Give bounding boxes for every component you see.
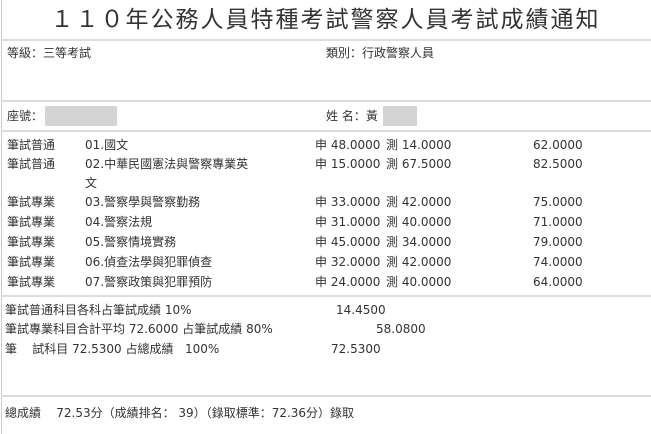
subject-name: 03.警察學與警察勤務	[85, 195, 201, 209]
subject-name: 06.偵查法學與犯罪偵查	[85, 255, 213, 269]
summary-professional-value: 58.0800	[376, 322, 426, 336]
page-title: １１０年公務人員特種考試警察人員考試成績通知	[50, 7, 601, 33]
subject-name: 05.警察情境實務	[85, 235, 177, 249]
seat-number-label: 座號：	[7, 109, 44, 123]
subject-total-score: 75.0000	[533, 195, 583, 209]
subject-type: 筆試專業	[7, 255, 56, 269]
summary-general-value: 14.4500	[336, 303, 386, 317]
subject-total-score: 71.0000	[533, 215, 583, 229]
subject-score-a: 申 24.0000	[315, 275, 381, 289]
subject-type: 筆試專業	[7, 195, 56, 209]
subject-score-b: 測 40.0000	[386, 275, 452, 289]
subject-total-score: 62.0000	[533, 138, 583, 152]
subject-score-b: 測 42.0000	[386, 255, 452, 269]
subject-total-score: 74.0000	[533, 255, 583, 269]
subject-type: 筆試專業	[7, 275, 56, 289]
divider	[1, 295, 651, 297]
divider	[1, 395, 651, 397]
subject-type: 筆試普通	[7, 138, 56, 152]
exam-category: 類別：行政警察人員	[326, 46, 435, 60]
redacted-seat-number	[45, 106, 117, 126]
subject-score-a: 申 32.0000	[315, 255, 381, 269]
total-score-result: 總成績 72.53分（成績排名： 39）（錄取標準：72.36分）錄取	[5, 406, 355, 420]
subject-name: 01.國文	[85, 138, 129, 152]
divider	[1, 130, 651, 132]
summary-written-value: 72.5300	[331, 342, 381, 356]
subject-name-continued: 文	[85, 176, 98, 190]
subject-total-score: 64.0000	[533, 275, 583, 289]
subject-score-b: 測 67.5000	[386, 157, 452, 171]
subject-total-score: 79.0000	[533, 235, 583, 249]
subject-name: 04.警察法規	[85, 215, 153, 229]
redacted-name	[383, 106, 417, 126]
summary-written-label: 筆 試科目 72.5300 占總成績 100%	[5, 342, 220, 356]
subject-type: 筆試普通	[7, 157, 56, 171]
summary-general-label: 筆試普通科目各科占筆試成績 10%	[5, 303, 192, 317]
subject-name: 07.警察政策與犯罪預防	[85, 275, 213, 289]
subject-name: 02.中華民國憲法與警察專業英	[85, 157, 249, 171]
subject-type: 筆試專業	[7, 235, 56, 249]
exam-level: 等級：三等考試	[7, 46, 92, 60]
subject-score-a: 申 48.0000	[315, 138, 381, 152]
name-label: 姓 名：黃	[326, 109, 378, 123]
subject-score-a: 申 45.0000	[315, 235, 381, 249]
subject-score-b: 測 34.0000	[386, 235, 452, 249]
subject-score-a: 申 31.0000	[315, 215, 381, 229]
subject-score-a: 申 33.0000	[315, 195, 381, 209]
summary-professional-label: 筆試專業科目合計平均 72.6000 占筆試成績 80%	[5, 322, 273, 336]
divider	[1, 100, 651, 102]
subject-type: 筆試專業	[7, 215, 56, 229]
divider	[1, 39, 651, 41]
subject-score-b: 測 42.0000	[386, 195, 452, 209]
subject-score-a: 申 15.0000	[315, 157, 381, 171]
subject-total-score: 82.5000	[533, 157, 583, 171]
subject-score-b: 測 40.0000	[386, 215, 452, 229]
subject-score-b: 測 14.0000	[386, 138, 452, 152]
